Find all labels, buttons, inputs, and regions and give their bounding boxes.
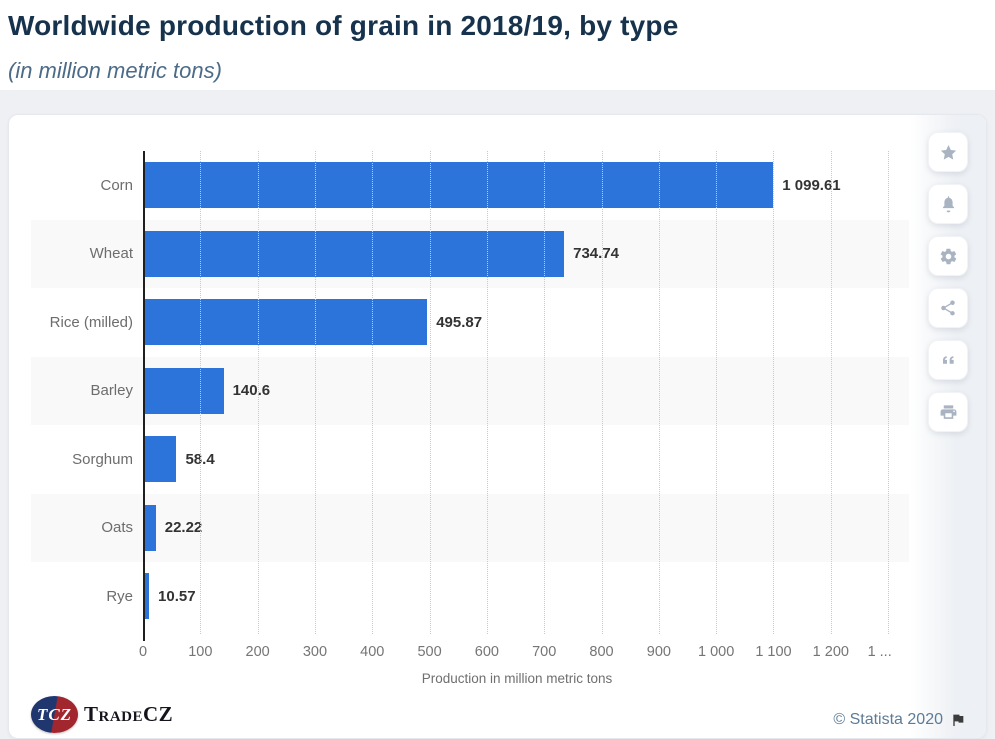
bar-track: 22.22 (143, 504, 891, 551)
bar-rows: Corn 1 099.61 Wheat 734.74 Rice (milled) 495.… (31, 151, 909, 631)
cite-button[interactable] (928, 340, 968, 380)
x-tick-1100: 1 100 (755, 644, 792, 660)
value-label-rye: 10.57 (158, 587, 196, 605)
x-tick-400: 400 (360, 644, 385, 660)
value-label-corn: 1 099.61 (782, 176, 841, 194)
category-label-corn: Corn (100, 176, 133, 194)
gridline-400 (372, 151, 374, 634)
chart-row-barley: Barley 140.6 (31, 356, 909, 425)
bell-icon (939, 195, 958, 214)
settings-button[interactable] (928, 236, 968, 276)
print-button[interactable] (928, 392, 968, 432)
x-tick-900: 900 (646, 644, 671, 660)
alert-button[interactable] (928, 184, 968, 224)
value-label-oats: 22.22 (164, 519, 203, 537)
share-button[interactable] (928, 288, 968, 328)
x-tick-300: 300 (302, 644, 328, 660)
gridline-1300 (888, 151, 890, 634)
chart-card: Corn 1 099.61 Wheat 734.74 Rice (milled) 495.… (8, 114, 987, 739)
tradecz-logo[interactable]: TCZ TradeCZ (31, 696, 173, 733)
y-axis-line (143, 151, 145, 641)
bar-track: 58.4 (143, 436, 891, 483)
x-tick-100: 100 (188, 644, 213, 660)
chart-row-sorghum: Sorghum 58.4 (31, 425, 909, 494)
category-label-rye: Rye (106, 587, 133, 605)
bar-track: 734.74 (143, 230, 891, 277)
gridline-1000 (716, 151, 718, 634)
chart-row-rye: Rye 10.57 (31, 562, 909, 631)
content-area: Corn 1 099.61 Wheat 734.74 Rice (milled) 495.… (0, 90, 995, 739)
value-label-rice-milled: 495.87 (436, 313, 483, 331)
chart-subtitle: (in million metric tons) (8, 58, 222, 83)
star-icon (939, 143, 958, 162)
gridline-1100 (773, 151, 775, 634)
copyright-text: © Statista 2020 (833, 711, 943, 728)
action-toolbar (910, 115, 986, 738)
value-label-wheat: 734.74 (573, 245, 620, 263)
gridline-800 (601, 151, 603, 634)
printer-icon (939, 403, 958, 422)
gridline-100 (200, 151, 202, 634)
bar-wheat[interactable] (143, 230, 565, 277)
x-tick-600: 600 (474, 644, 500, 660)
bar-track: 495.87 (143, 299, 891, 346)
tradecz-logo-text: TradeCZ (84, 702, 174, 726)
x-tick-500: 500 (417, 644, 442, 660)
x-tick-200: 200 (245, 644, 270, 660)
value-label-sorghum: 58.4 (185, 450, 215, 468)
x-tick-700: 700 (532, 644, 557, 660)
quote-icon (938, 350, 958, 370)
category-label-oats: Oats (101, 519, 133, 537)
gridline-900 (658, 151, 660, 634)
value-label-barley: 140.6 (232, 382, 271, 400)
x-tick-1000: 1 000 (698, 644, 735, 660)
bar-oats[interactable] (143, 504, 156, 551)
gridline-700 (544, 151, 546, 634)
bar-rye[interactable] (143, 573, 150, 620)
bar-barley[interactable] (143, 367, 224, 414)
bar-rice-milled[interactable] (143, 299, 428, 346)
category-label-barley: Barley (90, 382, 133, 400)
gear-icon (939, 247, 958, 266)
plot-area (143, 151, 891, 634)
bar-sorghum[interactable] (143, 436, 177, 483)
gridline-1200 (830, 151, 832, 634)
category-label-sorghum: Sorghum (72, 450, 133, 468)
favorite-button[interactable] (928, 132, 968, 172)
chart-row-oats: Oats 22.22 (31, 493, 909, 562)
x-tick-800: 800 (589, 644, 614, 660)
share-icon (939, 299, 957, 317)
gridline-500 (429, 151, 431, 634)
flag-icon (950, 712, 966, 728)
gridline-300 (314, 151, 316, 634)
chart-row-corn: Corn 1 099.61 (31, 151, 909, 220)
x-tick-0: 0 (138, 644, 148, 660)
chart-title: Worldwide production of grain in 2018/19… (8, 10, 679, 41)
bar-track: 1 099.61 (143, 162, 891, 209)
category-label-wheat: Wheat (89, 245, 133, 263)
x-tick-1300: 1 ... (867, 644, 892, 660)
gridline-200 (257, 151, 259, 634)
bar-track: 10.57 (143, 573, 891, 620)
chart-row-wheat: Wheat 734.74 (31, 219, 909, 288)
gridline-600 (486, 151, 488, 634)
category-label-rice-milled: Rice (milled) (49, 313, 133, 331)
chart-row-rice-milled: Rice (milled) 495.87 (31, 288, 909, 357)
x-axis-label: Production in million metric tons (421, 671, 613, 686)
statista-copyright-link[interactable]: © Statista 2020 (833, 711, 966, 729)
x-axis-ticks: 0 100 200 300 400 500 600 700 800 900 1 000 1 100 1 … (139, 644, 892, 662)
bar-corn[interactable] (143, 162, 774, 209)
chart-header: Worldwide production of grain in 2018/19… (0, 0, 995, 90)
bar-track: 140.6 (143, 367, 891, 414)
tradecz-logo-badge: TCZ (31, 696, 78, 733)
x-tick-1200: 1 200 (812, 644, 849, 660)
